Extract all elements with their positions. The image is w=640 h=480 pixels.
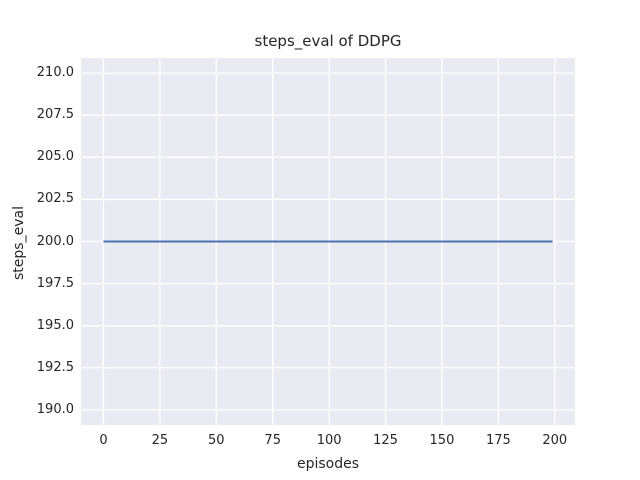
x-axis-label: episodes <box>296 456 360 472</box>
y-tick-label: 210.0 <box>36 65 74 81</box>
x-tick-label: 125 <box>373 433 398 448</box>
y-tick-label: 190.0 <box>36 401 74 417</box>
x-tick-label: 50 <box>208 433 225 448</box>
y-axis-label: steps_eval <box>11 206 27 280</box>
chart-title: steps_eval of DDPG <box>254 32 402 50</box>
x-tick-label: 200 <box>542 433 568 448</box>
y-tick-label: 195.0 <box>36 317 74 333</box>
x-tick-label: 25 <box>151 433 169 448</box>
x-tick-label: 150 <box>429 433 455 448</box>
y-tick-label: 200.0 <box>36 233 74 249</box>
y-tick-label: 192.5 <box>36 359 74 375</box>
y-tick-label: 197.5 <box>36 275 74 291</box>
plot-canvas <box>81 58 575 425</box>
y-tick-label: 207.5 <box>36 107 74 123</box>
x-tick-label: 0 <box>99 433 108 448</box>
x-tick-label: 175 <box>485 433 511 448</box>
x-tick-label: 75 <box>264 433 281 448</box>
plot-area <box>81 58 575 425</box>
y-tick-label: 202.5 <box>36 191 74 207</box>
x-tick-label: 100 <box>316 433 342 448</box>
y-tick-label: 205.0 <box>36 149 74 165</box>
